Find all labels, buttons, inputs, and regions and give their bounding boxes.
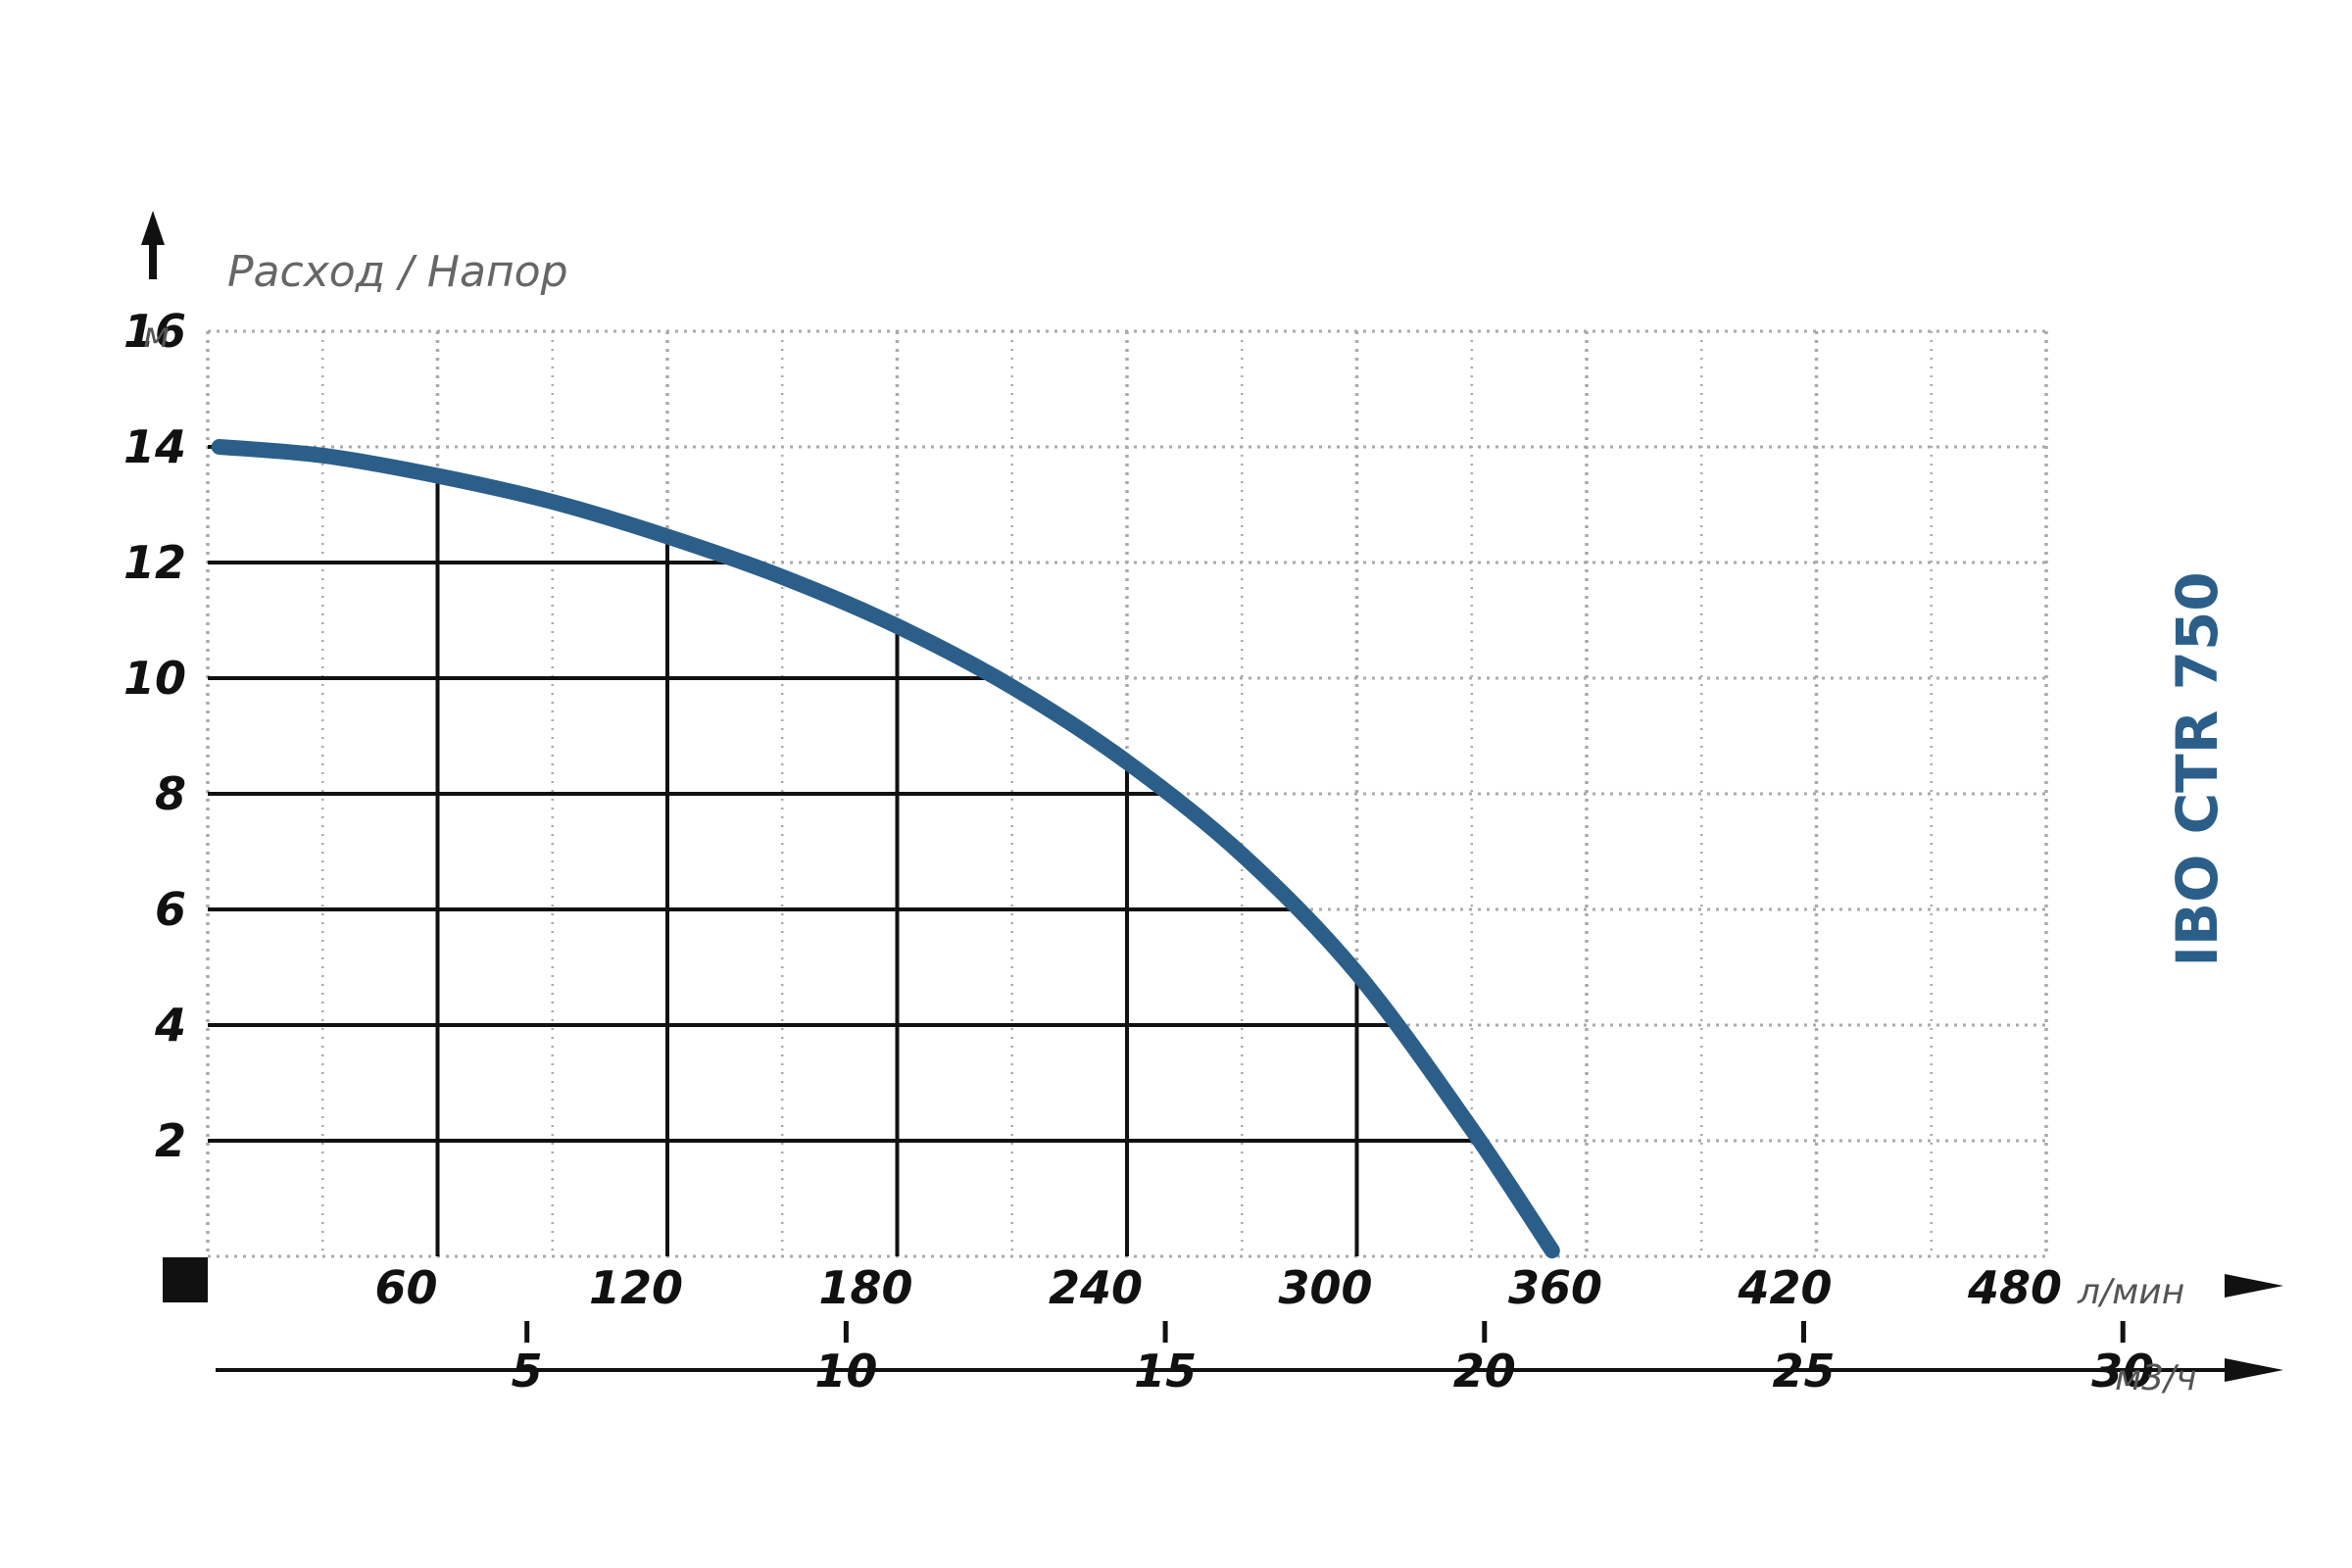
y-tick-label: 10 <box>123 652 186 705</box>
chart-caption: Расход / Напор <box>227 247 568 297</box>
x-primary-tick-label: 360 <box>1508 1261 1602 1314</box>
y-axis-arrow-icon <box>141 211 165 279</box>
x-primary-unit-label: л/мин <box>2077 1272 2184 1312</box>
model-label: IBO CTR 750 <box>2164 571 2230 966</box>
x-primary-tick-label: 480 <box>1967 1261 2062 1314</box>
reference-lines <box>208 445 1480 1256</box>
y-unit-label: м <box>143 316 170 356</box>
origin-square-icon <box>163 1257 208 1302</box>
curve-layer <box>211 439 1560 1259</box>
y-tick-label: 6 <box>155 883 186 936</box>
x-secondary-arrow-icon <box>2225 1358 2283 1382</box>
performance-curve <box>211 439 1560 1259</box>
x-primary-tick-label: 300 <box>1278 1261 1372 1314</box>
x-primary-tick-label: 60 <box>374 1261 437 1314</box>
x-secondary-unit-label: м3/ч <box>2115 1358 2196 1398</box>
x-primary-tick-label: 240 <box>1049 1261 1143 1314</box>
y-tick-label: 12 <box>123 536 186 589</box>
y-tick-label: 14 <box>123 420 186 473</box>
x-primary-tick-label: 180 <box>818 1261 912 1314</box>
y-tick-label: 16 <box>123 305 186 358</box>
y-tick-label: 2 <box>155 1114 186 1167</box>
x-primary-tick-label: 120 <box>589 1261 683 1314</box>
x-primary-tick-label: 420 <box>1737 1261 1832 1314</box>
x-primary-arrow-icon <box>2225 1274 2283 1298</box>
y-tick-label: 4 <box>154 999 186 1052</box>
y-tick-label: 8 <box>155 767 186 820</box>
